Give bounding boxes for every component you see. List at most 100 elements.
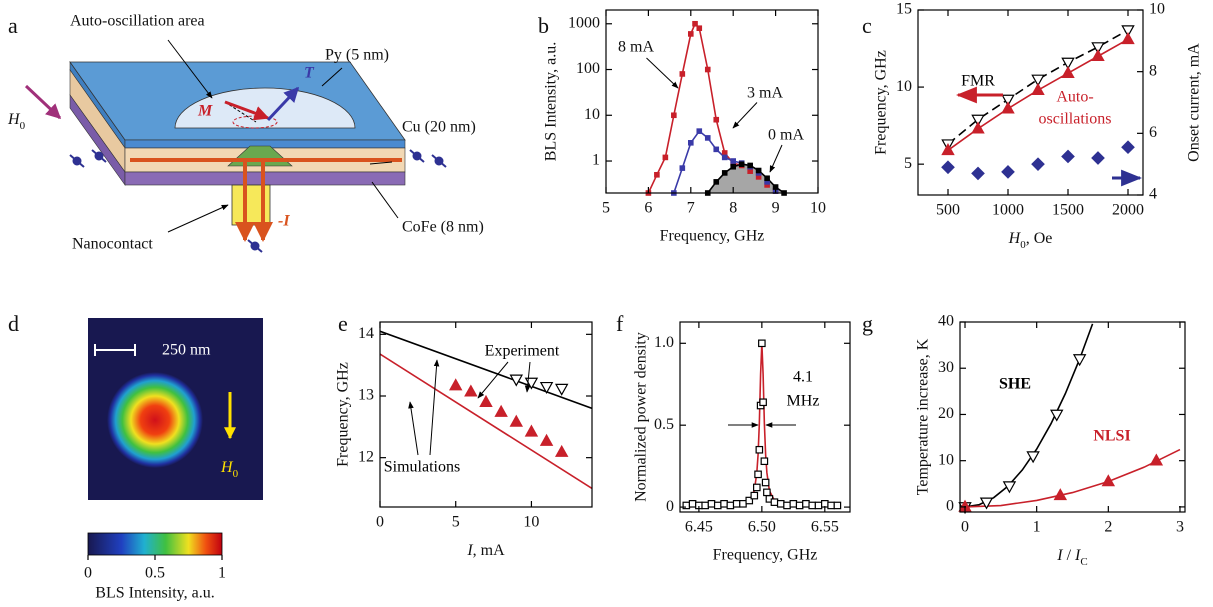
marker [755, 445, 764, 454]
x-tick-label: 10 [810, 200, 826, 217]
marker [755, 167, 762, 174]
label-arrow [732, 102, 758, 129]
label: Cu (20 nm) [402, 119, 476, 136]
marker [696, 128, 703, 134]
marker [554, 444, 569, 457]
axis-label: I / IC [1056, 547, 1087, 568]
scale-label: 250 nm [162, 342, 211, 359]
annotation: oscillations [1039, 111, 1112, 128]
colorbar-tick-label: 0.5 [145, 565, 165, 582]
marker [747, 162, 753, 169]
series-line [380, 353, 592, 490]
marker [1026, 451, 1040, 464]
marker [704, 66, 711, 73]
axis-label: H0, Oe [1008, 230, 1053, 251]
marker [701, 501, 709, 510]
marker [682, 501, 691, 510]
y2-tick-label: 8 [1149, 62, 1157, 79]
marker [524, 424, 539, 437]
plot-area [964, 323, 1181, 508]
axis-label: Frequency, GHz [873, 50, 890, 155]
y-tick-label: 14 [358, 325, 374, 342]
marker [730, 163, 737, 170]
annotation-arrow [429, 359, 440, 456]
marker [704, 135, 711, 141]
marker [833, 501, 842, 510]
field-arrow [24, 84, 62, 120]
marker [539, 433, 554, 446]
y-tick-label: 15 [896, 1, 912, 18]
annotation: Experiment [485, 343, 560, 360]
marker [696, 25, 703, 32]
marker [776, 500, 785, 508]
y-tick-label: 5 [904, 155, 912, 172]
chart: 0 5 10 12 13 14 Frequency, GHz I, mA Experiment S… [335, 321, 593, 559]
pointer [167, 204, 229, 233]
marker [687, 140, 694, 146]
marker [1091, 42, 1105, 55]
axes-frame [605, 9, 819, 194]
device-diagram: Auto-oscillation area Py (5 nm) Cu (20 n… [7, 13, 484, 253]
marker [687, 31, 694, 37]
marker [1061, 149, 1075, 164]
map-spot [107, 372, 203, 468]
pointer [321, 67, 343, 87]
marker [662, 154, 669, 161]
label: Nanocontact [72, 236, 153, 253]
series-line [380, 330, 592, 410]
annotation: SHE [999, 376, 1031, 393]
marker [1072, 354, 1087, 367]
marker [1121, 25, 1135, 38]
y2-tick-label: 10 [1149, 1, 1165, 18]
axis-label-part: H [1008, 230, 1022, 247]
x-tick-label: 3 [1176, 519, 1184, 536]
panel-label: g [862, 311, 873, 336]
x-tick-label: 0 [376, 514, 384, 531]
marker [509, 374, 524, 387]
x-tick-label: 9 [772, 200, 780, 217]
marker [448, 378, 463, 391]
axis-label-part: I [466, 542, 473, 559]
marker [795, 501, 804, 510]
x-tick-label: 1 [1033, 519, 1041, 536]
axes-frame [959, 321, 1186, 513]
label: H0 [7, 111, 26, 132]
axes-frame [917, 9, 1144, 196]
panel-label: d [8, 311, 19, 336]
marker [758, 339, 766, 348]
axis-label-part: C [1080, 556, 1087, 568]
annotation-arrow [408, 401, 419, 456]
axis-label-part: 0 [1020, 239, 1026, 251]
marker [971, 121, 985, 134]
x-tick-label: 6.55 [811, 519, 839, 536]
x-tick-label: 5 [602, 200, 610, 217]
marker [509, 414, 524, 427]
axis-label-part: I [1074, 547, 1081, 564]
x-tick-label: 0 [961, 519, 969, 536]
marker [760, 457, 769, 466]
x-tick-label: 7 [687, 200, 695, 217]
field-label: H0 [220, 459, 239, 480]
label-part: 0 [20, 120, 26, 132]
y-tick-label: 1 [592, 152, 600, 169]
axis-label-part: / [1063, 547, 1075, 564]
axes-frame [679, 321, 851, 513]
marker [783, 501, 791, 510]
y-tick-label: 0 [946, 498, 954, 515]
marker [713, 501, 722, 510]
annotation: Simulations [384, 459, 460, 476]
series-label: 8 mA [618, 39, 654, 56]
marker [763, 488, 771, 497]
marker [713, 116, 720, 123]
annotation: FMR [961, 73, 995, 90]
pointer [167, 39, 213, 99]
label-part: 0 [233, 468, 239, 480]
x-tick-label: 500 [936, 202, 960, 219]
label: CoFe (8 nm) [402, 219, 484, 236]
axis-label: BLS Intensity, a.u. [543, 42, 560, 161]
marker [1050, 409, 1064, 422]
x-tick-label: 6.45 [685, 519, 713, 536]
axis-label-part: , mA [473, 542, 505, 559]
